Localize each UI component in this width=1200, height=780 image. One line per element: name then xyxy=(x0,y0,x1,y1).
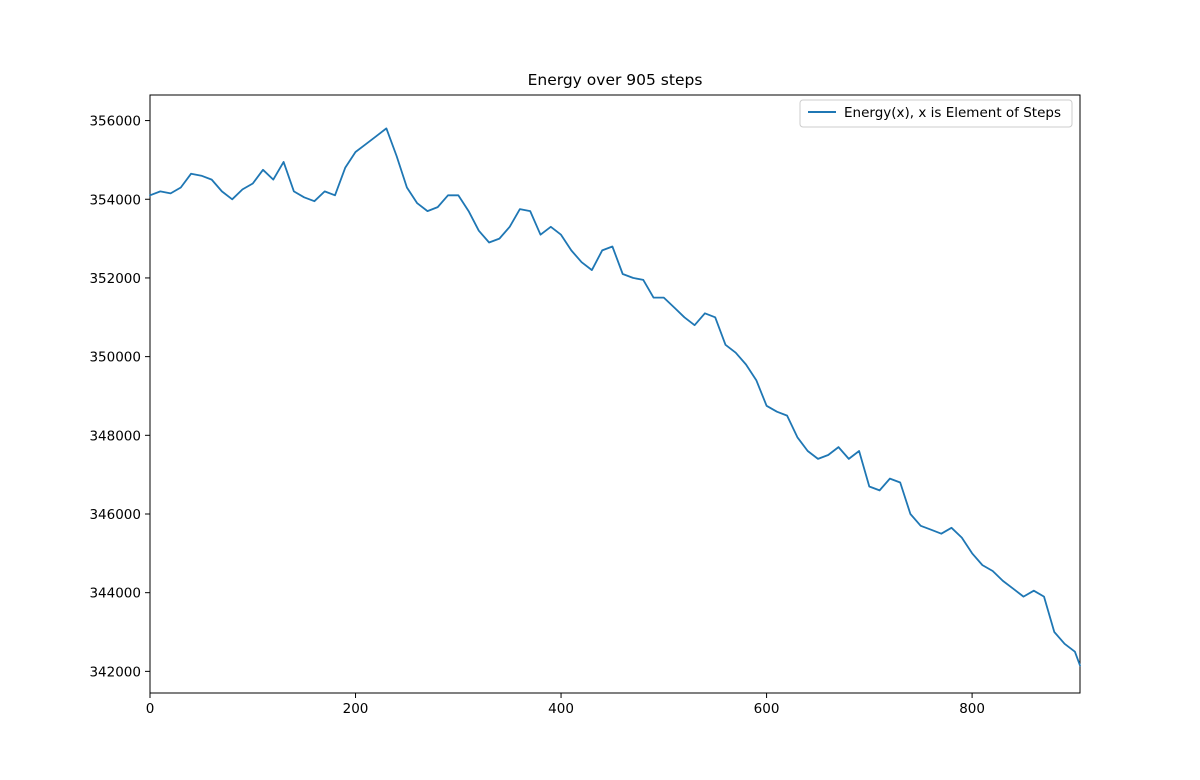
x-tick-label: 800 xyxy=(959,701,985,717)
x-tick-label: 200 xyxy=(343,701,369,717)
y-tick-label: 348000 xyxy=(89,428,141,444)
x-tick-label: 600 xyxy=(754,701,780,717)
plot-layer xyxy=(149,127,1081,667)
legend-label-energy: Energy(x), x is Element of Steps xyxy=(844,105,1061,121)
y-tick-label: 352000 xyxy=(89,271,141,287)
legend: Energy(x), x is Element of Steps xyxy=(799,99,1073,128)
y-tick-label: 354000 xyxy=(89,192,141,208)
plot-area-frame xyxy=(149,94,1081,694)
series-line-energy xyxy=(149,127,1081,667)
y-tick-label: 342000 xyxy=(89,664,141,680)
y-tick-label: 344000 xyxy=(89,586,141,602)
axes-layer: 0 200 400 600 800 342000 344000 346000 348000 350… xyxy=(89,94,1081,717)
x-tick-label: 0 xyxy=(146,701,155,717)
legend-frame xyxy=(799,99,1073,128)
y-tick-label: 346000 xyxy=(89,507,141,523)
y-tick-label: 356000 xyxy=(89,114,141,130)
x-tick-label: 400 xyxy=(548,701,574,717)
y-tick-label: 350000 xyxy=(89,350,141,366)
chart-title: Energy over 905 steps xyxy=(528,71,703,89)
